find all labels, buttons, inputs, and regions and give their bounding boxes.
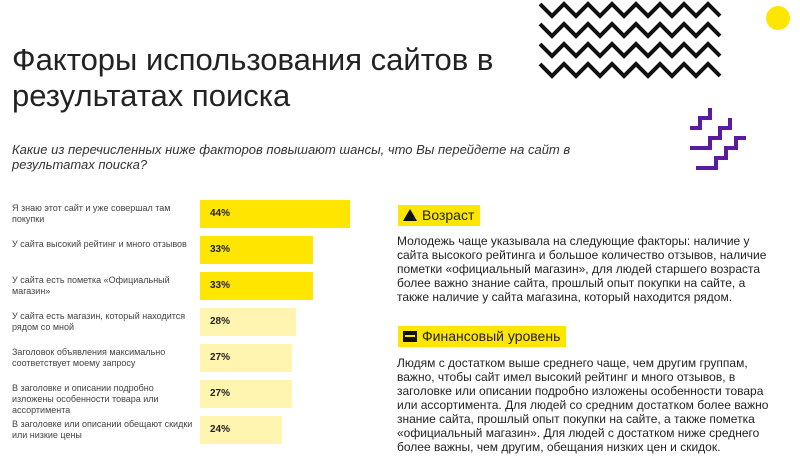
title: Факторы использования сайтов в результат… [12,42,494,113]
category-label: У сайта есть магазин, который находится … [12,311,186,332]
icon [403,331,417,342]
value-label: 24% [210,424,231,435]
value-label: 27% [210,388,231,399]
category-label: У сайта есть пометка «Официальный магази… [12,275,170,296]
bar [200,200,351,228]
bar [200,344,293,372]
heading-text: Возраст [422,207,475,223]
bar [200,380,293,408]
heading-text: Финансовый уровень [422,328,561,344]
bar [200,416,283,444]
value-label: 27% [210,352,231,363]
category-label: Заголовок объявления максимально соответ… [12,347,166,368]
category-label: В заголовке или описании обещают скидки … [12,419,193,440]
bar [200,272,313,300]
bar [200,308,296,336]
category-label: В заголовке и описании подробно изложены… [12,383,159,415]
value-label: 44% [210,208,231,219]
value-label: 33% [210,244,231,255]
section-text: Молодежь чаще указывала на следующие фак… [397,234,767,304]
value-label: 33% [210,280,231,291]
category-label: У сайта высокий рейтинг и много отзывов [12,239,187,249]
section-heading: Финансовый уровень [398,326,567,347]
value-label: 28% [210,316,231,327]
section-text: Людям с достатком выше среднего чаще, че… [397,356,769,454]
category-label: Я знаю этот сайт и уже совершал там поку… [12,203,171,224]
icon [403,209,417,221]
question: Какие из перечисленных ниже факторов пов… [12,142,571,172]
bar [200,236,313,264]
section-heading: Возраст [398,205,481,226]
